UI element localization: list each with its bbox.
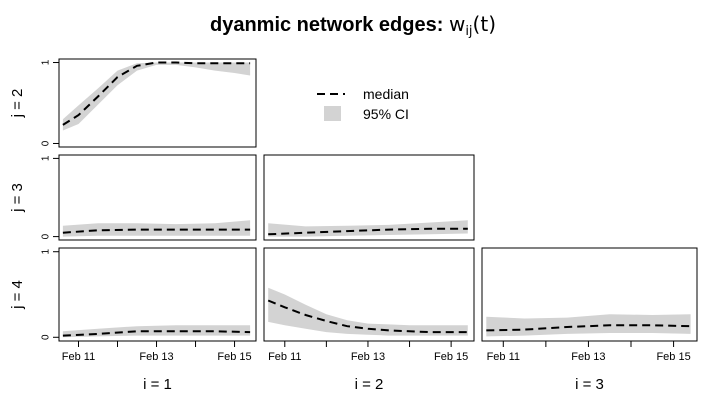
- panel-frame-i2-j4: [263, 247, 475, 342]
- ci-band-i1-j3: [62, 220, 251, 237]
- chart-title-text: dyanmic network edges:: [209, 14, 449, 36]
- row-label-j4: j = 4: [9, 280, 26, 310]
- panel-i1-j4: 01: [41, 247, 257, 342]
- panel-i2-j3: [263, 154, 475, 241]
- x-tick-label: Feb 13: [139, 351, 173, 363]
- x-tick-label: Feb 11: [62, 351, 95, 363]
- panel-frame-i3-j4: [481, 247, 698, 342]
- panel-frame-i2-j3: [263, 154, 475, 241]
- ci-band-i1-j2: [62, 62, 251, 131]
- y-tick-label: 1: [41, 155, 52, 161]
- x-tick-label: Feb 15: [434, 351, 468, 363]
- x-tick-label: Feb 11: [268, 351, 301, 363]
- median-line-i3-j4: [486, 324, 691, 332]
- y-tick-label: 1: [41, 59, 52, 65]
- median-line-i2-j4: [267, 299, 468, 334]
- x-tick-label: Feb 15: [656, 351, 690, 363]
- column-label-i1: i = 1: [143, 376, 172, 393]
- panel-frame-i1-j4: [58, 247, 257, 342]
- title-subscript: ij: [465, 24, 473, 39]
- row-label-j2: j = 2: [9, 89, 26, 119]
- panel-frame-i1-j2: [58, 58, 257, 148]
- row-label-j3: j = 3: [9, 183, 26, 213]
- x-tick-label: Feb 15: [217, 351, 251, 363]
- y-tick-label: 1: [41, 249, 52, 255]
- panel-i1-j3: 01: [41, 154, 257, 241]
- chart-title-symbol: wij(t): [448, 12, 496, 39]
- legend-ci-label: 95% CI: [363, 106, 409, 122]
- title-symbol-w: w: [448, 12, 466, 36]
- title-argument: (t): [472, 12, 496, 36]
- chart-title: dyanmic network edges: wij(t): [0, 12, 706, 39]
- median-line-i1-j4: [62, 330, 251, 337]
- ci-band-i2-j4: [268, 287, 468, 336]
- median-line-i1-j3: [62, 228, 251, 234]
- x-tick-label: Feb 13: [351, 351, 385, 363]
- panel-i1-j2: 01: [41, 58, 257, 148]
- panel-i3-j4: [481, 247, 698, 342]
- legend-median-label: median: [363, 86, 409, 102]
- ci-band-i2-j3: [268, 220, 468, 237]
- y-tick-label: 0: [41, 140, 52, 146]
- x-tick-label: Feb 13: [571, 351, 605, 363]
- y-tick-label: 0: [41, 233, 52, 239]
- median-line-i2-j3: [268, 227, 468, 236]
- legend: median 95% CI: [317, 86, 409, 122]
- median-line-i1-j2: [62, 61, 251, 126]
- column-label-i3: i = 3: [575, 376, 604, 393]
- legend-ci-swatch: [324, 106, 341, 121]
- ci-band-i3-j4: [486, 314, 691, 337]
- column-label-i2: i = 2: [355, 376, 384, 393]
- x-tick-label: Feb 11: [487, 351, 520, 363]
- panel-frame-i1-j3: [58, 154, 257, 241]
- y-tick-label: 0: [41, 334, 52, 340]
- panel-i2-j4: [263, 247, 475, 342]
